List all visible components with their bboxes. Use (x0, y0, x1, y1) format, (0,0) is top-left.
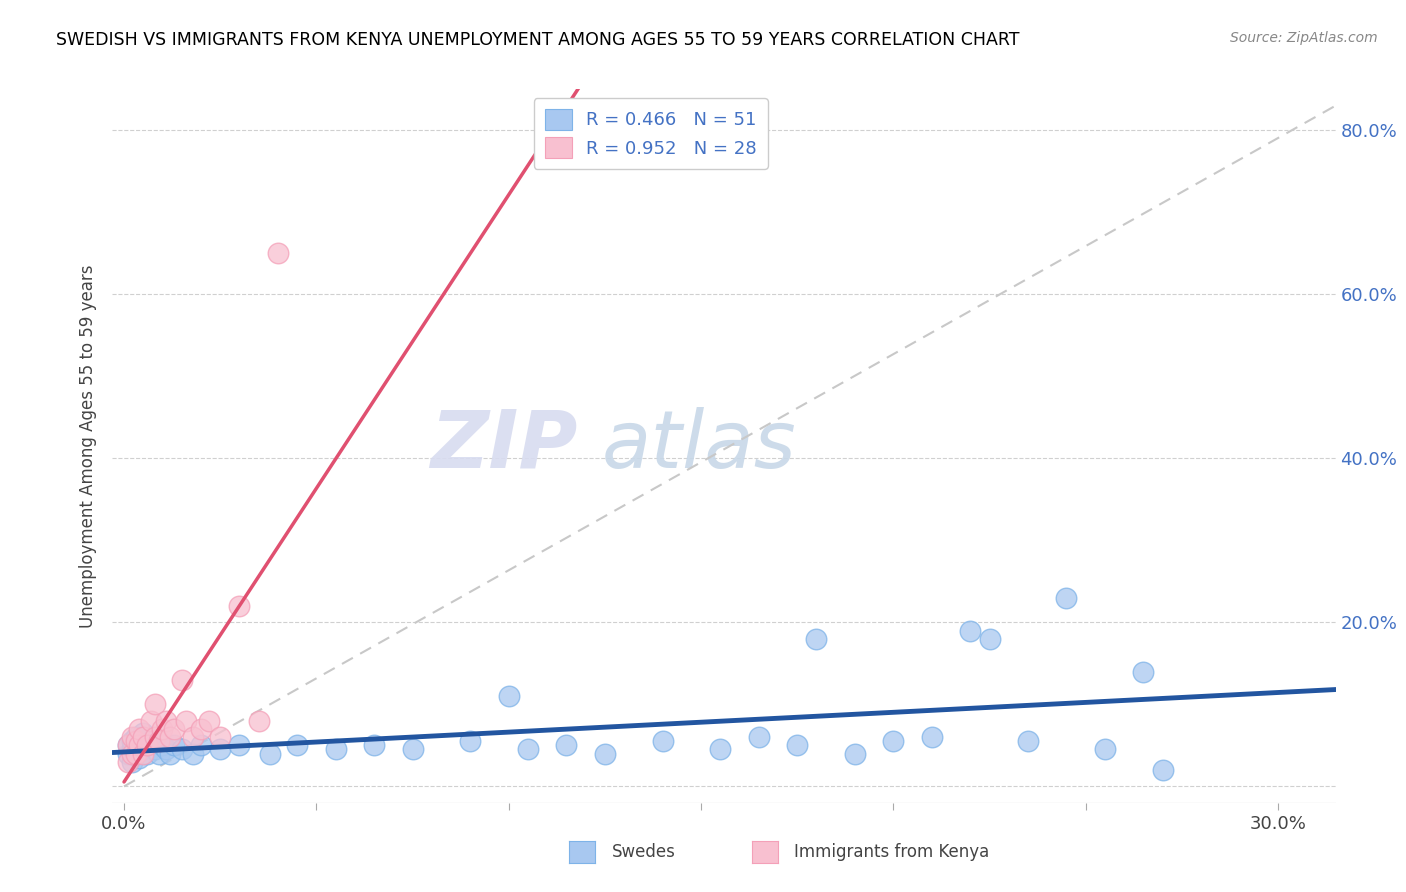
Y-axis label: Unemployment Among Ages 55 to 59 years: Unemployment Among Ages 55 to 59 years (79, 264, 97, 628)
Point (285, 739, 308, 753)
Point (143, 742, 166, 756)
Text: Source: ZipAtlas.com: Source: ZipAtlas.com (1230, 31, 1378, 45)
Point (209, 742, 232, 756)
Point (844, 747, 866, 761)
Point (124, 734, 146, 748)
Legend: R = 0.466   N = 51, R = 0.952   N = 28: R = 0.466 N = 51, R = 0.952 N = 28 (534, 98, 768, 169)
Text: SWEDISH VS IMMIGRANTS FROM KENYA UNEMPLOYMENT AMONG AGES 55 TO 59 YEARS CORRELAT: SWEDISH VS IMMIGRANTS FROM KENYA UNEMPLO… (56, 31, 1019, 49)
Point (259, 747, 281, 761)
Point (921, 730, 943, 744)
Point (882, 734, 904, 748)
Point (174, 714, 197, 728)
Point (247, 714, 270, 728)
Point (1054, 591, 1077, 605)
Point (132, 734, 155, 748)
Point (128, 739, 150, 753)
Point (152, 739, 174, 753)
Point (124, 747, 146, 761)
Point (117, 755, 139, 769)
Point (170, 742, 193, 756)
Point (152, 722, 174, 736)
Text: Swedes: Swedes (612, 843, 675, 861)
Point (197, 714, 219, 728)
Point (516, 742, 538, 756)
Point (124, 730, 146, 744)
Point (979, 632, 1001, 646)
Point (709, 742, 731, 756)
Point (170, 673, 193, 687)
Point (132, 742, 155, 756)
Point (228, 599, 250, 613)
Point (458, 734, 481, 748)
Point (181, 747, 204, 761)
Point (163, 722, 186, 736)
Point (325, 742, 347, 756)
Point (132, 726, 155, 740)
Point (121, 742, 143, 756)
Point (132, 747, 155, 761)
Point (143, 698, 166, 712)
Point (117, 747, 139, 761)
Point (651, 734, 673, 748)
Point (159, 730, 181, 744)
Point (128, 739, 150, 753)
Point (1132, 665, 1154, 679)
Point (181, 730, 204, 744)
Point (748, 730, 770, 744)
Point (143, 730, 166, 744)
Text: ZIP: ZIP (430, 407, 578, 485)
Point (128, 750, 150, 764)
Point (806, 632, 828, 646)
Point (209, 730, 232, 744)
Text: atlas: atlas (602, 407, 797, 485)
Point (139, 734, 162, 748)
Point (498, 689, 520, 703)
Point (190, 739, 212, 753)
Point (363, 739, 385, 753)
Point (267, 246, 290, 260)
Point (121, 734, 143, 748)
Point (139, 714, 162, 728)
Point (155, 714, 177, 728)
Point (190, 722, 212, 736)
Point (786, 739, 808, 753)
Point (121, 755, 143, 769)
Point (121, 730, 143, 744)
Point (148, 747, 170, 761)
Point (593, 747, 616, 761)
Point (121, 747, 143, 761)
Point (117, 739, 139, 753)
Point (136, 739, 159, 753)
Point (124, 747, 146, 761)
Point (136, 747, 159, 761)
Point (132, 730, 155, 744)
Point (959, 624, 981, 638)
Point (163, 739, 186, 753)
Point (148, 734, 170, 748)
Point (1094, 742, 1116, 756)
Point (555, 739, 578, 753)
Text: Immigrants from Kenya: Immigrants from Kenya (794, 843, 990, 861)
Point (155, 742, 177, 756)
Point (128, 722, 150, 736)
Point (117, 739, 139, 753)
Point (401, 742, 423, 756)
Point (1152, 763, 1174, 777)
Point (136, 739, 159, 753)
Point (1017, 734, 1039, 748)
Point (228, 739, 250, 753)
Point (159, 747, 181, 761)
